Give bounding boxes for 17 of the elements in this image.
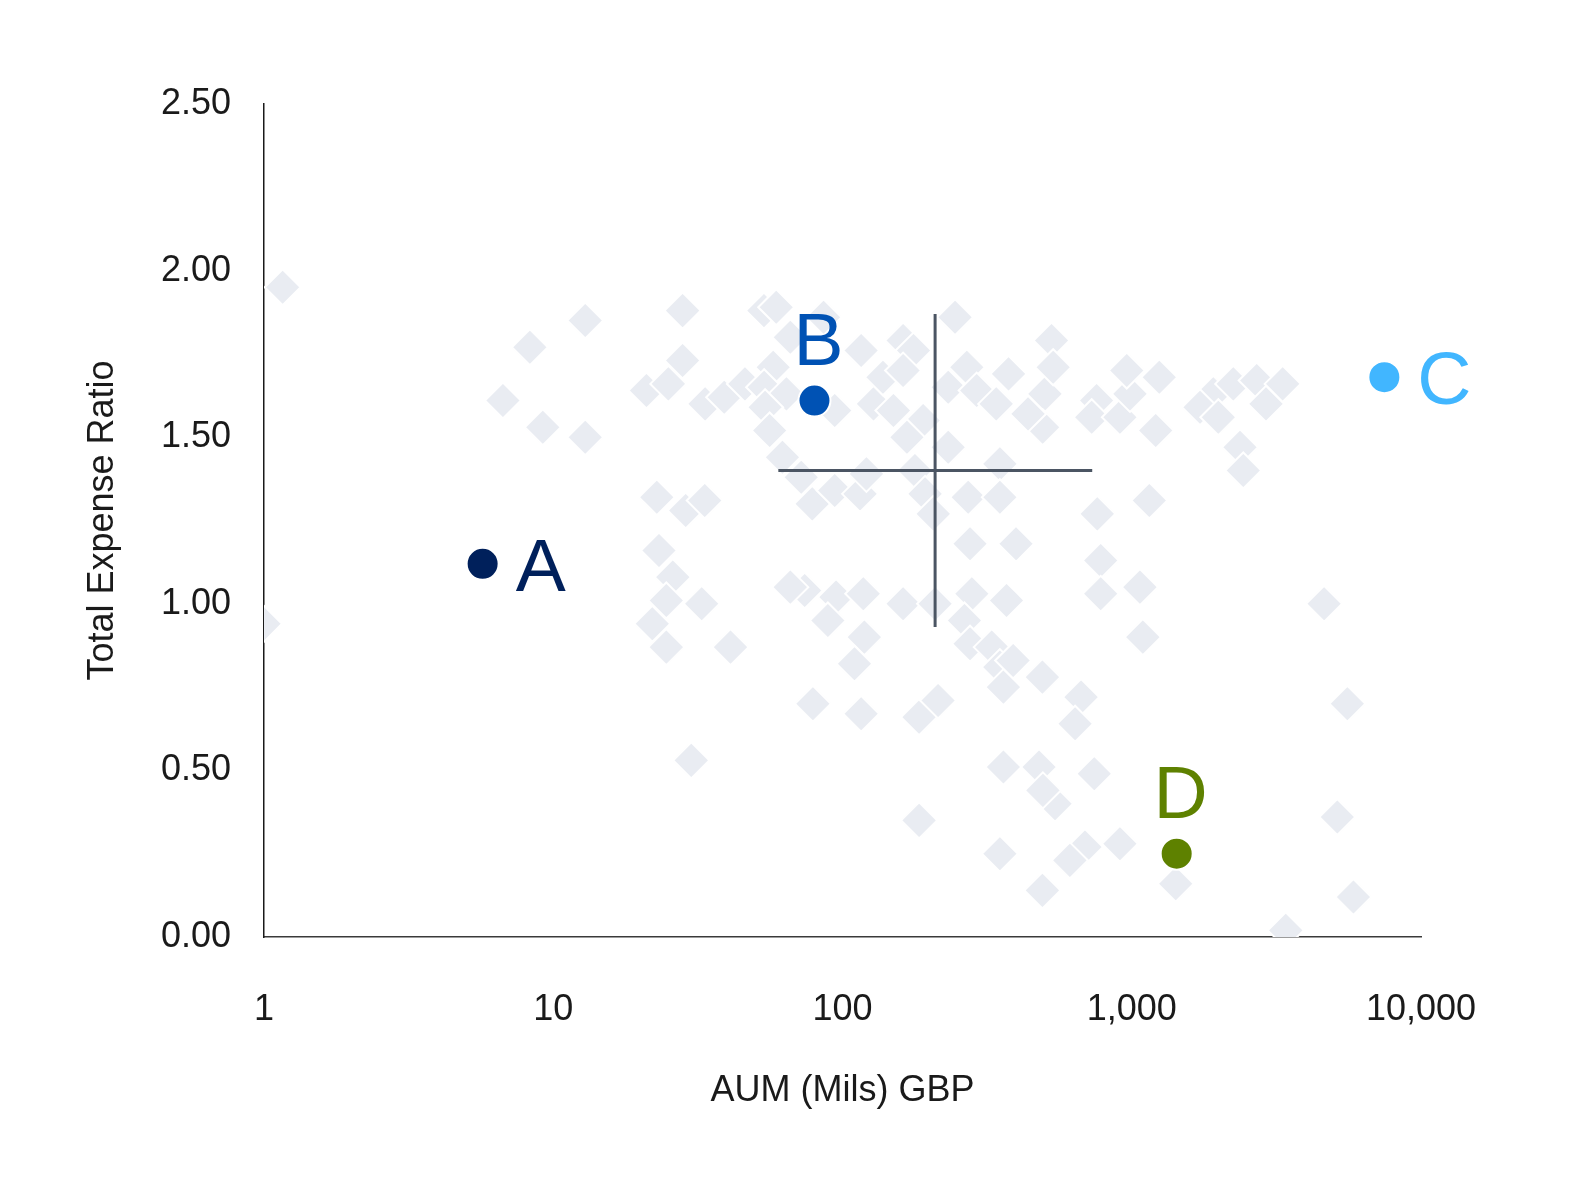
x-axis-title: AUM (Mils) GBP [710,1068,975,1110]
series-label: A [515,522,566,607]
y-tick-label: 1.00 [160,580,231,622]
y-axis-title: Total Expense Ratio [79,360,121,681]
y-tick-label: 2.00 [160,247,231,289]
x-tick-label: 1,000 [1086,986,1177,1028]
x-tick-label: 10,000 [1365,986,1477,1028]
series-label: C [1417,336,1472,421]
series-label: B [793,296,844,381]
y-tick-label: 1.50 [160,414,231,456]
y-tick-label: 0.00 [160,913,231,955]
x-tick-label: 1 [253,986,275,1028]
y-tick-label: 0.50 [160,747,231,789]
y-tick-label: 2.50 [160,80,231,122]
series-label: D [1153,749,1208,834]
x-tick-label: 10 [533,986,574,1028]
x-tick-label: 100 [812,986,873,1028]
